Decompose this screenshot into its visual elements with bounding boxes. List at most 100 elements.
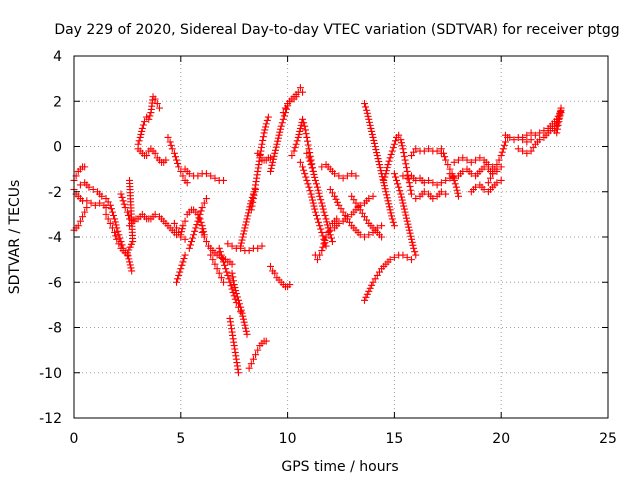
data-point — [176, 268, 184, 276]
data-point — [425, 176, 433, 184]
data-point — [367, 124, 375, 132]
data-point — [497, 176, 505, 184]
data-point — [390, 140, 398, 148]
data-point — [290, 147, 298, 155]
data-point — [247, 206, 255, 214]
data-point — [335, 172, 343, 180]
data-point — [442, 156, 450, 164]
data-point — [362, 103, 370, 111]
data-point — [364, 112, 372, 120]
data-point — [111, 218, 119, 226]
data-point — [319, 243, 327, 251]
series-arc-b — [70, 185, 110, 212]
data-point — [217, 251, 225, 259]
data-point — [209, 256, 217, 264]
data-point — [314, 186, 322, 194]
data-point — [281, 104, 289, 112]
data-point — [242, 221, 250, 229]
data-point — [406, 182, 414, 190]
data-point — [202, 238, 210, 246]
data-point — [386, 154, 394, 162]
data-point — [407, 190, 415, 198]
data-point — [83, 204, 91, 212]
data-point — [300, 166, 308, 174]
data-point — [476, 154, 484, 162]
data-point — [270, 152, 278, 160]
data-point — [196, 210, 204, 218]
series-arc-v — [228, 269, 251, 338]
data-point — [87, 199, 95, 207]
data-point — [271, 149, 279, 157]
data-point — [171, 153, 179, 161]
data-point — [173, 156, 181, 164]
data-point — [406, 229, 414, 237]
data-point — [510, 136, 518, 144]
series-arc-a — [70, 163, 89, 184]
data-point — [409, 241, 417, 249]
x-tick-label: 20 — [492, 431, 510, 447]
data-point — [370, 136, 378, 144]
data-point — [247, 360, 255, 368]
data-point — [304, 137, 312, 145]
data-point — [126, 261, 134, 269]
data-point — [365, 195, 373, 203]
data-point — [240, 227, 248, 235]
data-point — [399, 172, 407, 180]
data-point — [400, 205, 408, 213]
data-point — [194, 172, 202, 180]
data-point — [114, 227, 122, 235]
data-point — [555, 118, 563, 126]
data-point — [267, 164, 275, 172]
data-point — [303, 133, 311, 141]
data-point — [440, 149, 448, 157]
data-point — [407, 186, 415, 194]
data-point — [197, 218, 205, 226]
data-point — [319, 232, 327, 240]
series-arc-ad — [279, 84, 307, 117]
data-point — [314, 215, 322, 223]
data-point — [113, 235, 121, 243]
data-point — [174, 159, 182, 167]
data-point — [254, 244, 262, 252]
data-point — [258, 242, 266, 250]
data-point — [523, 138, 531, 146]
data-point — [136, 133, 144, 141]
data-point — [390, 222, 398, 230]
data-point — [318, 202, 326, 210]
series-arc-z — [247, 113, 272, 214]
y-tick-label: -4 — [48, 230, 62, 246]
data-point — [380, 182, 388, 190]
data-point — [333, 215, 341, 223]
data-point — [193, 221, 201, 229]
series-arc-an — [360, 251, 415, 304]
series-arc-m — [170, 217, 189, 239]
data-point — [299, 88, 307, 96]
data-point — [311, 173, 319, 181]
data-point — [224, 240, 232, 248]
data-point — [296, 124, 304, 132]
data-point — [126, 258, 134, 266]
data-point — [320, 208, 328, 216]
data-point — [519, 133, 527, 141]
data-point — [540, 127, 548, 135]
series-arc-ap — [390, 170, 420, 259]
data-point — [135, 137, 143, 145]
data-point — [258, 140, 266, 148]
data-point — [81, 163, 89, 171]
data-point — [273, 140, 281, 148]
data-point — [116, 234, 124, 242]
data-point — [444, 161, 452, 169]
data-point — [272, 143, 280, 151]
data-point — [321, 212, 329, 220]
data-point — [225, 275, 233, 283]
data-point — [237, 239, 245, 247]
data-point — [237, 242, 245, 250]
data-point — [360, 296, 368, 304]
data-point — [527, 129, 535, 137]
data-point — [500, 141, 508, 149]
data-point — [310, 170, 318, 178]
data-point — [327, 234, 335, 242]
data-point — [102, 204, 110, 212]
data-point — [451, 180, 459, 188]
data-point — [308, 193, 316, 201]
